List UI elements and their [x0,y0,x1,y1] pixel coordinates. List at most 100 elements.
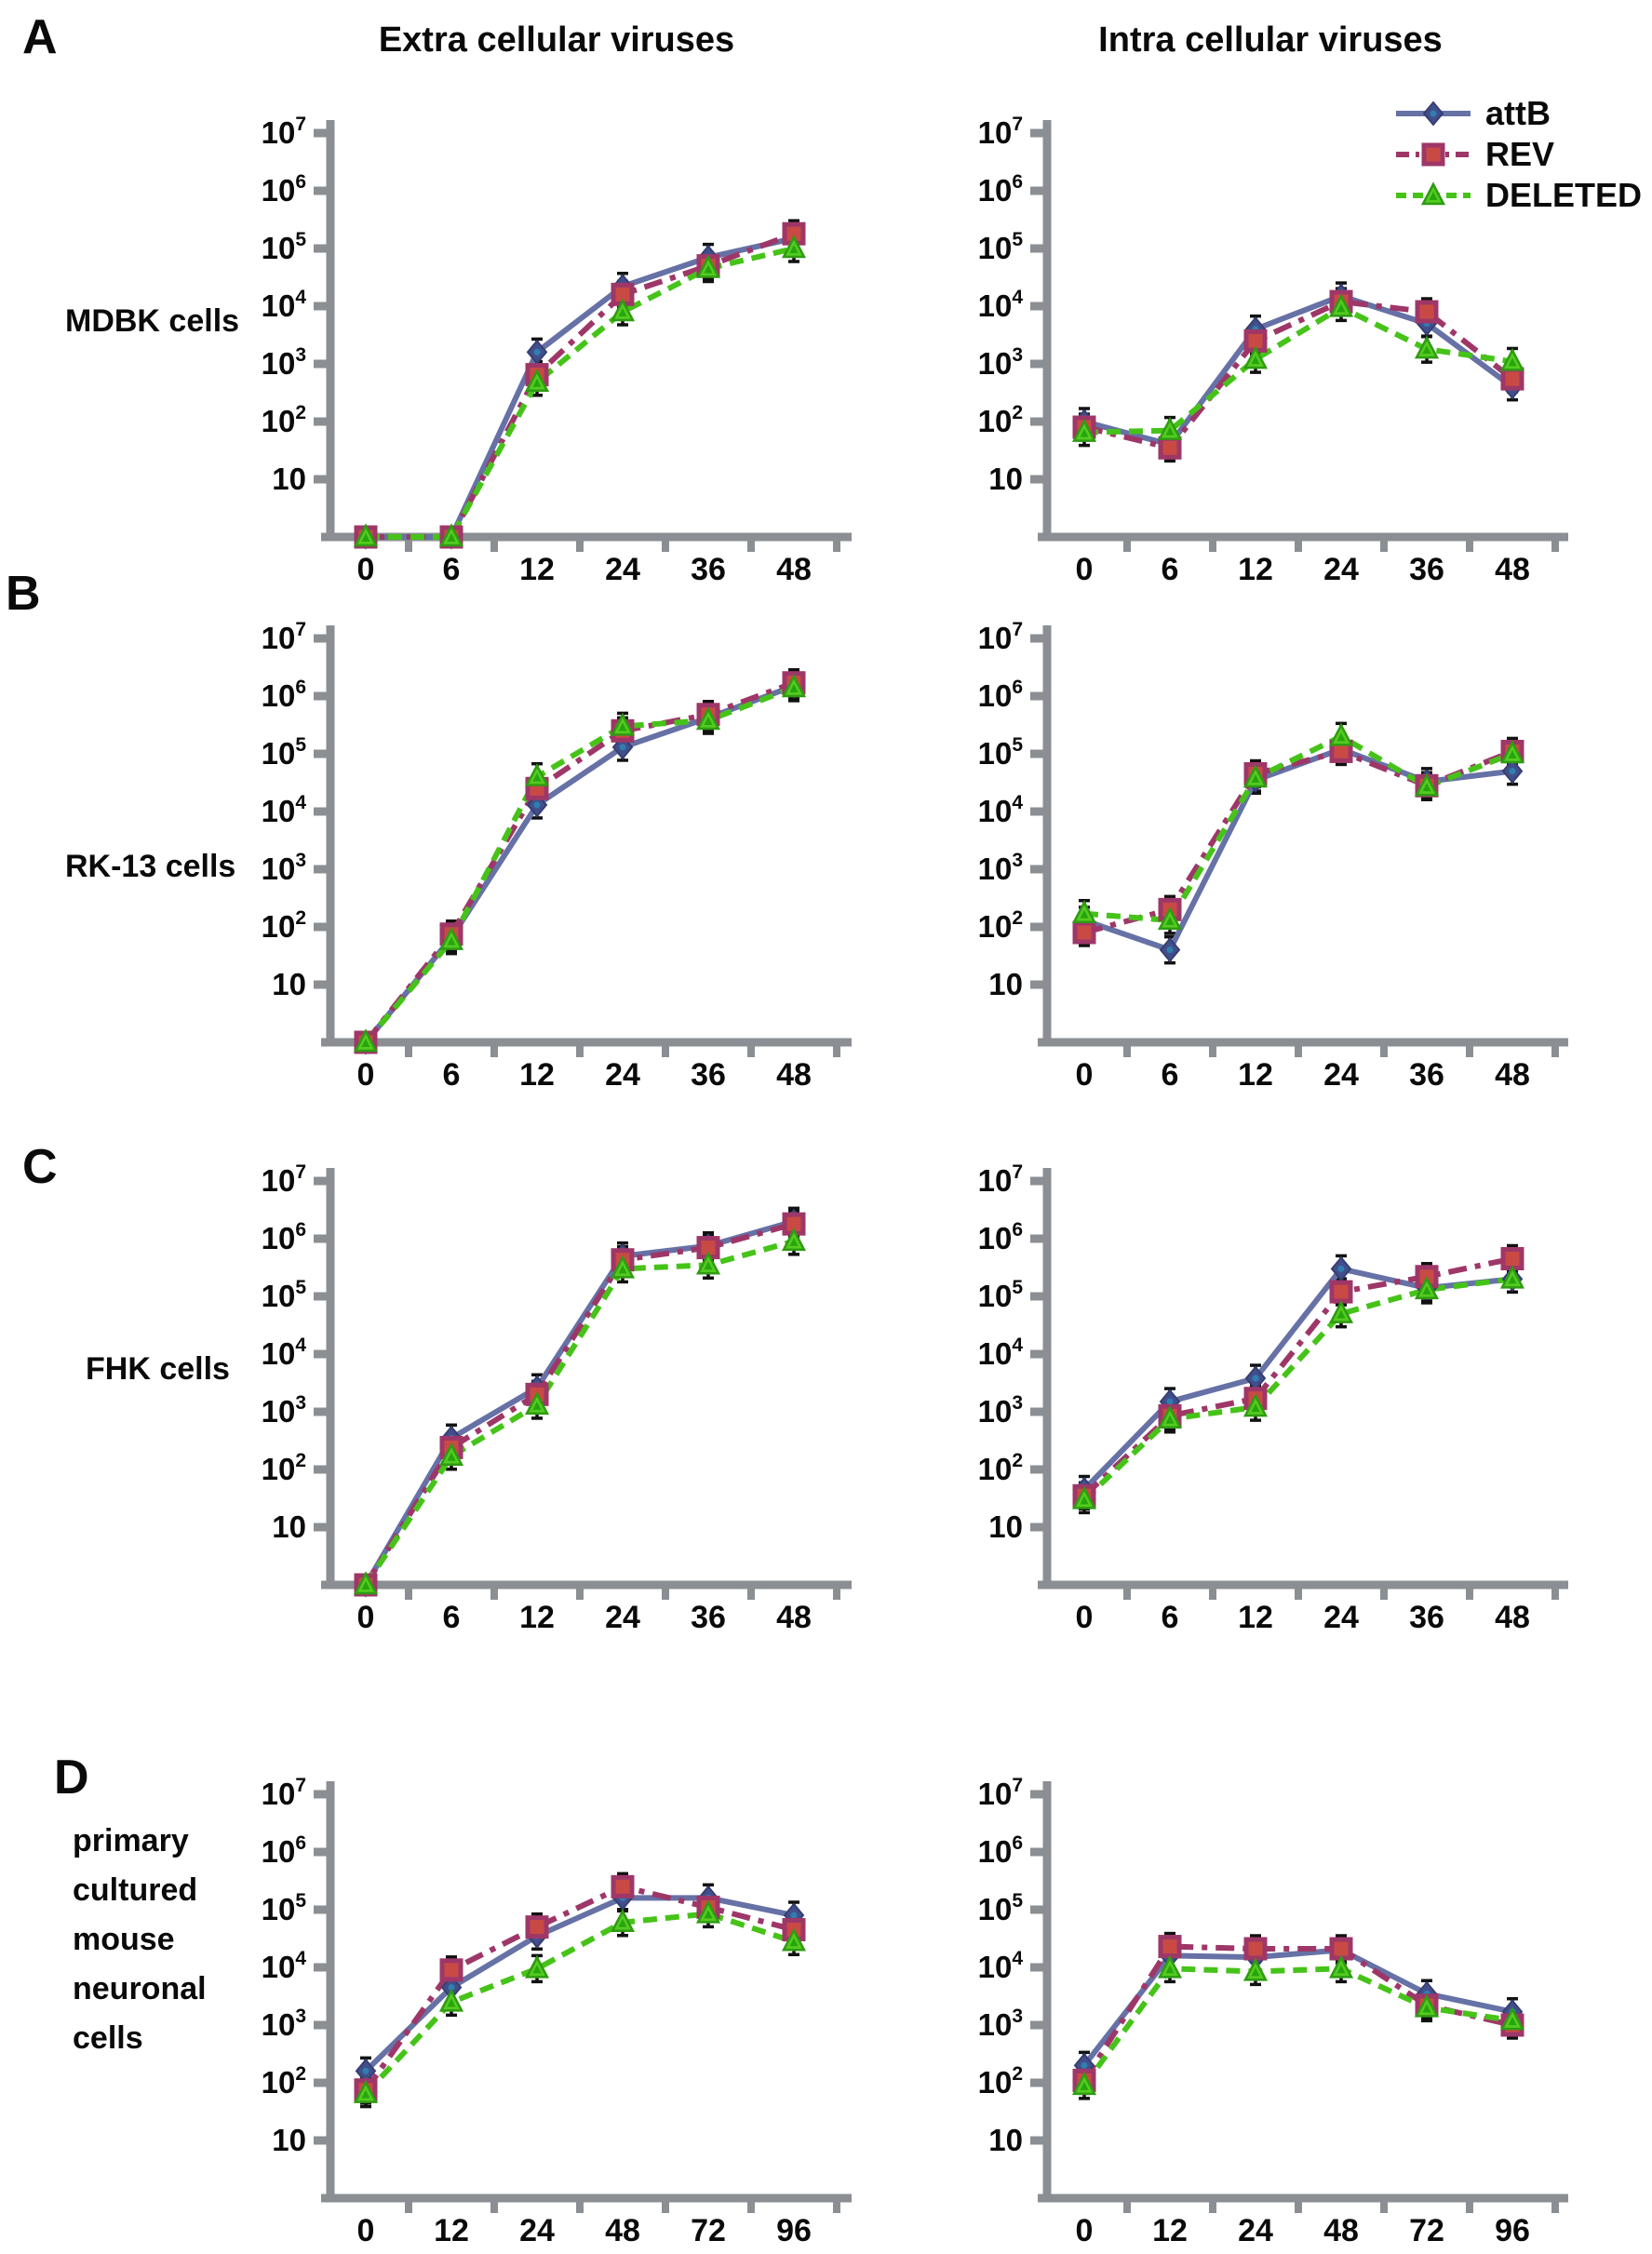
legend-label: attB [1485,94,1551,132]
y-tick-label: 107 [262,114,306,150]
y-tick-label: 104 [978,1948,1024,1984]
y-tick-label: 103 [262,2006,306,2042]
attb-line-marker-icon [1396,101,1471,127]
x-tick-label: 0 [1076,552,1094,587]
y-tick-label: 106 [262,1219,306,1255]
x-tick-label: 72 [691,2213,726,2248]
x-tick-label: 24 [605,1600,640,1635]
y-tick-label: 104 [978,792,1024,828]
y-tick-label: 104 [262,792,307,828]
deleted-line-marker-icon [1396,181,1471,206]
row-label-neuronal-line: cells [73,2020,143,2056]
row-label-neuronal-line: primary [73,1823,189,1858]
x-tick-label: 12 [1152,2213,1188,2248]
panel-letter-b: B [6,567,41,621]
y-tick-label: 103 [978,2006,1023,2042]
x-tick-label: 24 [605,1057,640,1093]
row-label-mdbk: MDBK cells [65,303,240,339]
legend: attB REV DELETED [1394,93,1642,216]
x-tick-label: 48 [605,2213,640,2248]
y-tick-label: 102 [978,402,1023,438]
y-tick-label: 102 [978,2063,1023,2100]
x-tick-label: 6 [443,1057,461,1093]
x-tick-label: 36 [1409,552,1444,587]
y-tick-label: 104 [262,1335,307,1371]
row-label-neuronal-line: cultured [73,1872,198,1908]
chart-fhk-intracellular: 10 102 103 104 105 106 107 0 6 12 24 36 48 [978,1161,1568,1635]
legend-label: REV [1485,135,1555,173]
x-tick-label: 48 [1495,1600,1530,1635]
x-tick-label: 48 [1495,552,1530,587]
chart-fhk-extracellular: 10 102 103 104 105 106 107 0 6 12 24 36 48 [262,1161,852,1635]
y-tick-label: 106 [262,1832,306,1869]
row-label-rk13: RK-13 cells [65,849,236,884]
y-tick-label: 106 [978,677,1023,713]
x-tick-label: 12 [519,1600,555,1635]
panel-letter-d: D [54,1751,89,1805]
x-tick-label: 36 [1409,1057,1444,1093]
y-tick-label: 105 [262,229,307,265]
y-tick-label: 105 [978,229,1024,265]
x-tick-label: 96 [776,2213,812,2248]
y-tick-label: 105 [262,1890,307,1926]
y-tick-label: 105 [262,1277,307,1313]
legend-item-rev: REV [1394,134,1642,175]
x-tick-label: 48 [776,1057,812,1093]
x-tick-label: 6 [443,552,461,587]
y-tick-label: 106 [978,1832,1023,1869]
column-title-extracellular: Extra cellular viruses [378,20,735,60]
y-tick-label: 107 [978,1775,1023,1811]
panel-letter-c: C [22,1140,58,1194]
x-tick-label: 12 [519,552,555,587]
y-tick-label: 106 [262,171,306,208]
y-tick-label: 104 [978,1335,1024,1371]
y-tick-label: 104 [978,287,1024,323]
y-tick-label: 104 [262,1948,307,1984]
y-tick-label: 107 [262,619,306,655]
y-tick-label: 103 [262,850,306,886]
x-tick-label: 12 [1238,1600,1273,1635]
x-tick-label: 12 [1238,552,1273,587]
legend-item-attb: attB [1394,93,1642,134]
x-tick-label: 0 [1076,1057,1094,1093]
chart-mdbk-extracellular: 10 102 103 104 105 106 107 0 6 12 24 36 48 [262,114,852,587]
x-tick-label: 0 [1076,2213,1094,2248]
x-tick-label: 24 [605,552,640,587]
x-tick-label: 6 [1162,1600,1179,1635]
y-tick-label: 107 [262,1775,306,1811]
y-tick-label: 105 [978,1277,1024,1313]
y-tick-label: 10 [272,1509,306,1544]
x-tick-label: 0 [357,1600,375,1635]
x-tick-label: 6 [1162,1057,1179,1093]
y-tick-label: 105 [262,734,307,771]
y-tick-label: 10 [988,2123,1023,2157]
y-tick-label: 103 [262,344,306,381]
y-tick-label: 103 [262,1392,306,1429]
x-tick-label: 36 [691,1057,726,1093]
x-tick-label: 12 [1238,1057,1273,1093]
x-tick-label: 0 [357,2213,375,2248]
column-title-intracellular: Intra cellular viruses [1098,20,1443,60]
y-tick-label: 10 [272,2123,306,2157]
y-tick-label: 10 [988,462,1023,496]
x-tick-label: 72 [1409,2213,1444,2248]
x-tick-label: 0 [357,1057,375,1093]
legend-label: DELETED [1485,176,1643,214]
rev-line-marker-icon [1396,142,1471,167]
chart-neuronal-intracellular: 10 102 103 104 105 106 107 0 12 24 48 72 96 [978,1775,1568,2248]
y-tick-label: 105 [978,1890,1024,1926]
row-label-neuronal-line: mouse [73,1922,175,1957]
x-tick-label: 12 [434,2213,469,2248]
y-tick-label: 107 [978,114,1023,150]
x-tick-label: 12 [519,1057,555,1093]
y-tick-label: 106 [262,677,306,713]
y-tick-label: 10 [272,462,306,496]
x-tick-label: 48 [776,1600,812,1635]
x-tick-label: 36 [691,1600,726,1635]
panel-letter-a: A [22,10,58,64]
y-tick-label: 105 [978,734,1024,771]
chart-rk13-extracellular: 10 102 103 104 105 106 107 0 6 12 24 36 48 [262,619,852,1093]
y-tick-label: 10 [988,967,1023,1001]
x-tick-label: 24 [519,2213,555,2248]
